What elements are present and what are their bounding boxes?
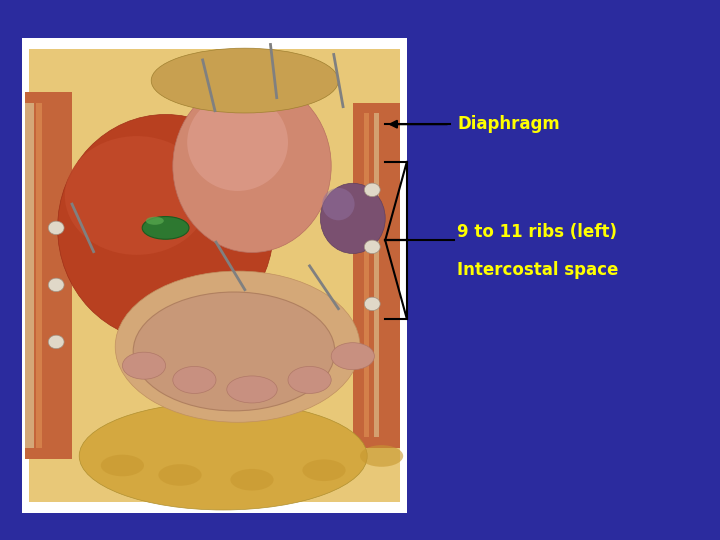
Ellipse shape — [101, 455, 144, 476]
FancyBboxPatch shape — [25, 92, 72, 459]
Ellipse shape — [187, 94, 288, 191]
Ellipse shape — [48, 278, 64, 292]
Ellipse shape — [122, 352, 166, 379]
Ellipse shape — [48, 335, 64, 349]
Ellipse shape — [142, 217, 189, 239]
Ellipse shape — [364, 240, 380, 254]
Ellipse shape — [133, 292, 335, 411]
Ellipse shape — [173, 80, 331, 253]
Ellipse shape — [302, 460, 346, 481]
Ellipse shape — [158, 464, 202, 486]
FancyBboxPatch shape — [353, 103, 400, 448]
Text: Intercostal space: Intercostal space — [457, 261, 618, 279]
Ellipse shape — [145, 217, 164, 225]
Ellipse shape — [79, 402, 367, 510]
Text: 9 to 11 ribs (left): 9 to 11 ribs (left) — [457, 223, 617, 241]
FancyBboxPatch shape — [374, 113, 379, 437]
Ellipse shape — [173, 367, 216, 394]
FancyBboxPatch shape — [364, 113, 369, 437]
Ellipse shape — [65, 136, 209, 255]
Ellipse shape — [48, 221, 64, 234]
FancyBboxPatch shape — [36, 103, 42, 448]
Text: Diaphragm: Diaphragm — [457, 115, 560, 133]
FancyBboxPatch shape — [29, 49, 400, 502]
Ellipse shape — [320, 183, 385, 253]
Ellipse shape — [360, 445, 403, 467]
Ellipse shape — [364, 183, 380, 197]
FancyBboxPatch shape — [22, 38, 407, 513]
Ellipse shape — [151, 48, 338, 113]
FancyBboxPatch shape — [25, 103, 34, 448]
Ellipse shape — [331, 343, 374, 370]
Ellipse shape — [323, 188, 354, 220]
Ellipse shape — [227, 376, 277, 403]
Ellipse shape — [364, 297, 380, 310]
Ellipse shape — [58, 114, 274, 341]
Ellipse shape — [230, 469, 274, 490]
Ellipse shape — [288, 367, 331, 394]
Ellipse shape — [115, 271, 360, 422]
